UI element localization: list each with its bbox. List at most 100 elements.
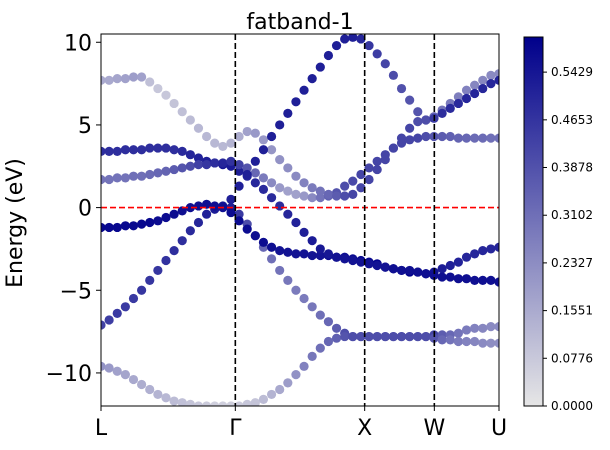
band-point (101, 146, 106, 156)
band-point (120, 145, 130, 155)
band-point (169, 98, 179, 109)
band-point (291, 249, 301, 259)
band-point (413, 331, 423, 342)
band-point (348, 176, 358, 186)
band-point (461, 133, 472, 143)
band-point (307, 351, 317, 361)
band-point (470, 275, 480, 285)
band-point (137, 379, 147, 390)
x-tick-label: L (95, 416, 108, 441)
band-point (396, 265, 407, 276)
band-point (266, 131, 277, 142)
band-point (104, 75, 114, 85)
band-point (169, 245, 179, 256)
axes: L Γ X W U 10 5 0 −5 −10 (46, 31, 507, 441)
band-point (266, 242, 277, 252)
colorbar: 0.0000 0.0776 0.1551 0.2327 0.3102 0.3878 0.46… (523, 36, 593, 413)
band-point (323, 50, 334, 61)
band-point (356, 34, 366, 44)
band-point (470, 249, 480, 259)
y-tick-label: −10 (46, 362, 92, 387)
band-point (218, 401, 228, 406)
band-point (201, 160, 212, 170)
band-point (234, 131, 244, 142)
band-point (307, 183, 317, 193)
band-point (340, 191, 350, 201)
band-point (453, 257, 463, 267)
band-point (453, 274, 463, 284)
band-point (437, 335, 447, 345)
band-point (120, 369, 130, 380)
band-point (161, 393, 171, 403)
band-point (461, 325, 472, 335)
band-point (177, 163, 187, 173)
band-5 (101, 131, 499, 203)
band-point (120, 74, 130, 84)
colorbar-tick-label: 0.2327 (551, 256, 593, 270)
band-point (291, 189, 301, 199)
band-point (348, 255, 358, 266)
band-point (299, 293, 309, 304)
band-point (396, 133, 407, 143)
band-point (388, 70, 399, 80)
band-point (405, 135, 415, 145)
band-point (266, 193, 277, 203)
band-point (226, 194, 236, 204)
band-point (283, 275, 293, 285)
band-point (453, 336, 463, 347)
band-point (348, 34, 358, 42)
band-point (470, 133, 480, 143)
band-point (356, 331, 366, 342)
band-2 (101, 331, 499, 406)
band-6 (101, 69, 499, 201)
band-point (478, 75, 488, 85)
band-point (112, 308, 122, 319)
band-point (315, 62, 325, 72)
band-point (470, 323, 480, 333)
band-point (250, 168, 260, 178)
band-point (388, 143, 399, 153)
colorbar-tick-label: 0.1551 (551, 304, 593, 318)
band-point (453, 92, 463, 102)
band-point (250, 128, 260, 138)
band-point (283, 378, 293, 388)
band-point (112, 146, 122, 156)
band-point (461, 252, 472, 262)
band-point (153, 83, 163, 94)
band-point (177, 146, 187, 156)
band-point (364, 40, 374, 51)
band-point (470, 336, 480, 347)
band-point (161, 143, 171, 153)
band-point (161, 166, 171, 176)
band-point (242, 169, 252, 180)
band-point (145, 217, 155, 228)
band-point (421, 131, 431, 142)
band-point (405, 95, 415, 105)
band-point (307, 236, 317, 246)
band-point (258, 135, 269, 145)
band-point (307, 74, 317, 84)
band-point (396, 83, 407, 94)
band-point (470, 88, 480, 99)
x-tick-label: Γ (229, 416, 242, 441)
band-point (104, 146, 114, 156)
band-point (494, 75, 499, 85)
band-point (104, 174, 114, 185)
band-point (226, 207, 236, 218)
colorbar-tick-label: 0.5429 (551, 65, 593, 79)
band-point (315, 250, 325, 261)
band-point (128, 293, 139, 304)
band-point (242, 163, 252, 173)
band-point (299, 249, 309, 259)
band-point (388, 264, 399, 274)
band-point (478, 245, 488, 256)
band-point (486, 322, 496, 332)
band-point (315, 310, 325, 320)
band-point (380, 262, 390, 272)
band-point (494, 322, 499, 332)
x-tick-label: W (423, 416, 445, 441)
band-point (364, 174, 374, 185)
band-point (478, 133, 488, 143)
